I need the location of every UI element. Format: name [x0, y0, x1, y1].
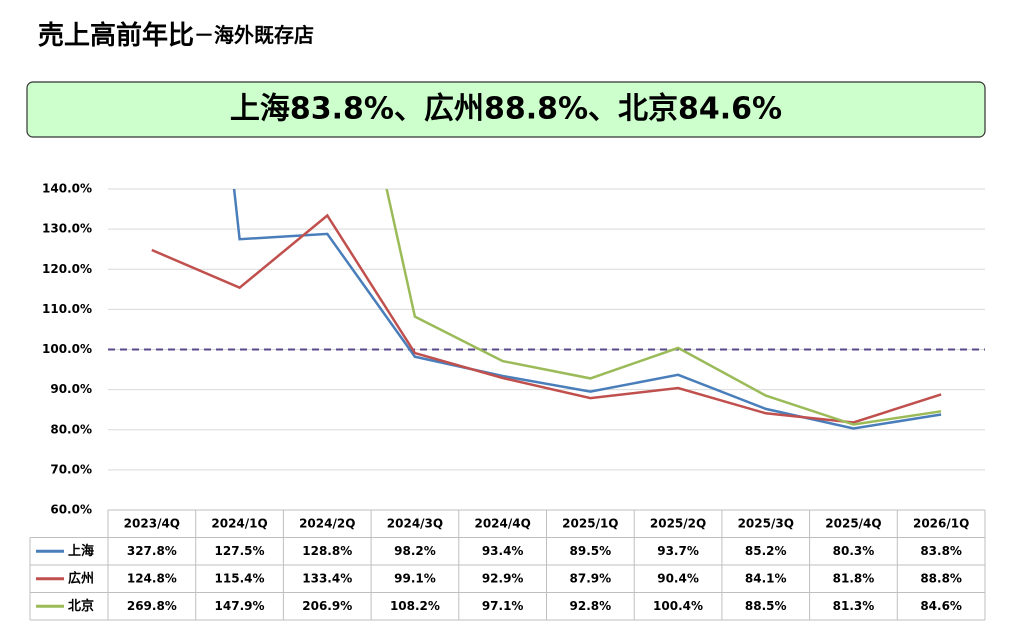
table-cell: 81.8% [833, 571, 875, 585]
series-line [151, 213, 942, 424]
y-tick-label: 100.0% [42, 342, 92, 356]
table-cell: 124.8% [127, 571, 177, 585]
table-cell: 85.2% [745, 544, 787, 558]
table-cell: 128.8% [302, 544, 352, 558]
table-cell: 269.8% [127, 599, 177, 613]
table-cell: 93.4% [482, 544, 524, 558]
title: 売上高前年比－海外既存店 [38, 20, 314, 51]
x-tick-label: 2025/1Q [562, 516, 618, 530]
table-cell: 84.6% [920, 599, 962, 613]
y-tick-label: 140.0% [42, 182, 92, 196]
table-cell: 84.1% [745, 571, 787, 585]
table-cell: 206.9% [302, 599, 352, 613]
legend-label: 広州 [68, 570, 94, 586]
table-cell: 108.2% [390, 599, 440, 613]
banner: 上海83.8%、広州88.8%、北京84.6% [230, 92, 782, 127]
x-tick-label: 2025/2Q [650, 516, 706, 530]
table-cell: 83.8% [920, 544, 962, 558]
x-tick-label: 2025/3Q [738, 516, 794, 530]
table-cell: 88.8% [920, 571, 962, 585]
x-tick-label: 2024/1Q [211, 516, 267, 530]
table-cell: 98.2% [394, 544, 436, 558]
x-tick-label: 2023/4Q [124, 516, 180, 530]
y-tick-label: 60.0% [50, 503, 92, 517]
series-line [232, 189, 942, 430]
y-tick-label: 80.0% [50, 422, 92, 436]
x-tick-label: 2025/4Q [825, 516, 881, 530]
legend-label: 北京 [68, 598, 94, 614]
legend-label: 上海 [68, 543, 94, 559]
table-cell: 92.8% [570, 599, 612, 613]
table-cell: 99.1% [394, 571, 436, 585]
table-cell: 80.3% [833, 544, 875, 558]
table-cell: 97.1% [482, 599, 524, 613]
table-cell: 100.4% [653, 599, 703, 613]
x-tick-label: 2024/3Q [387, 516, 443, 530]
table-cell: 81.3% [833, 599, 875, 613]
table-cell: 90.4% [657, 571, 699, 585]
x-tick-label: 2024/2Q [299, 516, 355, 530]
table-cell: 327.8% [127, 544, 177, 558]
table-cell: 133.4% [302, 571, 352, 585]
chart-subtitle: －海外既存店 [194, 23, 314, 47]
chart-title: 売上高前年比 [38, 20, 194, 51]
table-cell: 93.7% [657, 544, 699, 558]
y-tick-label: 130.0% [42, 222, 92, 236]
x-tick-label: 2026/1Q [913, 516, 969, 530]
table-cell: 89.5% [570, 544, 612, 558]
y-tick-label: 110.0% [42, 302, 92, 316]
y-tick-label: 70.0% [50, 462, 92, 476]
table-cell: 87.9% [570, 571, 612, 585]
table-cell: 127.5% [215, 544, 265, 558]
y-tick-label: 90.0% [50, 382, 92, 396]
table-cell: 92.9% [482, 571, 524, 585]
table-cell: 115.4% [215, 571, 265, 585]
x-tick-label: 2024/4Q [474, 516, 530, 530]
series-line [385, 189, 942, 426]
banner-box [26, 81, 986, 138]
y-tick-label: 120.0% [42, 262, 92, 276]
table-cell: 147.9% [215, 599, 265, 613]
table-cell: 88.5% [745, 599, 787, 613]
